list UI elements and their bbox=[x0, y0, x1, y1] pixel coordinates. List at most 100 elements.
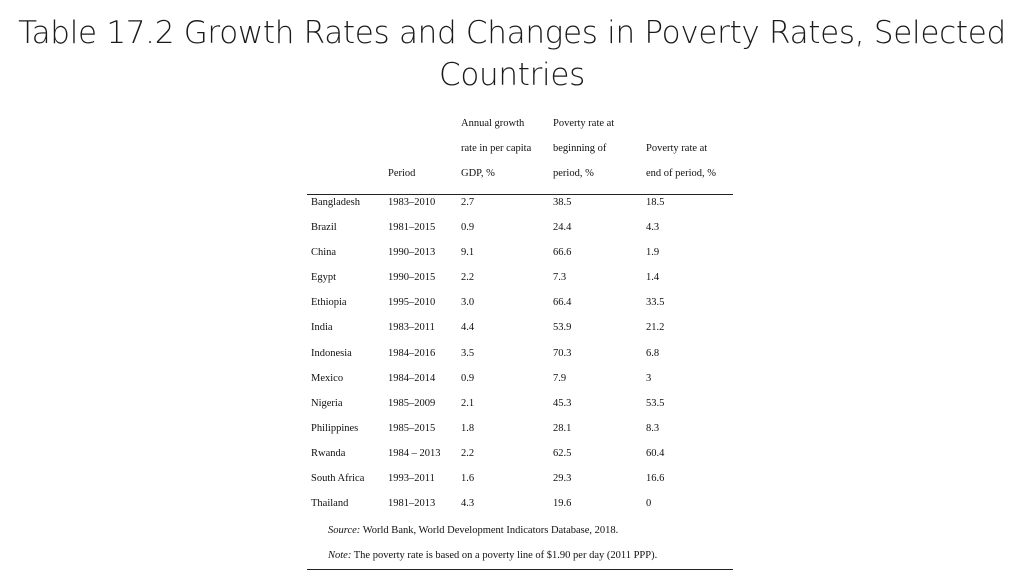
cell-end-rate: 21.2 bbox=[646, 322, 665, 334]
table-row: Nigeria 1985–2009 2.1 45.3 53.5 bbox=[307, 396, 733, 421]
cell-growth: 1.6 bbox=[461, 473, 475, 485]
cell-period: 1984–2014 bbox=[388, 372, 436, 384]
table-row: Ethiopia 1995–2010 3.0 66.4 33.5 bbox=[307, 295, 733, 320]
cell-growth: 1.8 bbox=[461, 422, 475, 434]
cell-growth: 0.9 bbox=[461, 372, 475, 384]
cell-country: India bbox=[311, 322, 333, 334]
cell-period: 1995–2010 bbox=[388, 297, 436, 309]
cell-period: 1981–2015 bbox=[388, 222, 436, 234]
note-text: The poverty rate is based on a poverty l… bbox=[351, 550, 658, 562]
cell-begin-rate: 70.3 bbox=[553, 347, 572, 359]
cell-begin-rate: 62.5 bbox=[553, 447, 572, 459]
cell-begin-rate: 45.3 bbox=[553, 397, 572, 409]
cell-end-rate: 0 bbox=[646, 498, 652, 510]
cell-growth: 0.9 bbox=[461, 222, 475, 234]
cell-country: Indonesia bbox=[311, 347, 352, 359]
cell-begin-rate: 38.5 bbox=[553, 197, 572, 208]
cell-begin-rate: 66.4 bbox=[553, 297, 572, 309]
source-note: Source: World Bank, World Development In… bbox=[328, 525, 618, 536]
table-row: Thailand 1981–2013 4.3 19.6 0 bbox=[307, 496, 733, 521]
cell-end-rate: 1.4 bbox=[646, 272, 660, 284]
cell-country: Philippines bbox=[311, 422, 359, 434]
table-row: Mexico 1984–2014 0.9 7.9 3 bbox=[307, 371, 733, 396]
table-row: South Africa 1993–2011 1.6 29.3 16.6 bbox=[307, 471, 733, 496]
cell-country: Nigeria bbox=[311, 397, 343, 409]
slide-title: Table 17.2 Growth Rates and Changes in P… bbox=[0, 12, 1024, 96]
cell-begin-rate: 24.4 bbox=[553, 222, 572, 234]
cell-growth: 2.7 bbox=[461, 197, 475, 208]
table-row: Philippines 1985–2015 1.8 28.1 8.3 bbox=[307, 421, 733, 446]
bottom-rule bbox=[307, 569, 733, 570]
cell-country: Bangladesh bbox=[311, 197, 360, 208]
slide-title-line-2: Countries bbox=[439, 57, 585, 93]
cell-country: Mexico bbox=[311, 372, 344, 384]
cell-growth: 2.2 bbox=[461, 272, 475, 284]
cell-growth: 3.5 bbox=[461, 347, 475, 359]
table-row: Egypt 1990–2015 2.2 7.3 1.4 bbox=[307, 270, 733, 295]
header-growth-line-1: Annual growth bbox=[461, 118, 525, 129]
cell-growth: 4.3 bbox=[461, 498, 475, 510]
header-growth-line-3: GDP, % bbox=[461, 168, 495, 179]
cell-country: Brazil bbox=[311, 222, 337, 234]
header-begin-line-1: Poverty rate at bbox=[553, 118, 615, 129]
cell-growth: 2.1 bbox=[461, 397, 475, 409]
header-end-line-1: Poverty rate at bbox=[646, 143, 708, 154]
source-text: World Bank, World Development Indicators… bbox=[360, 525, 619, 537]
table-row: Brazil 1981–2015 0.9 24.4 4.3 bbox=[307, 220, 733, 245]
cell-period: 1984 – 2013 bbox=[388, 447, 441, 459]
cell-country: Rwanda bbox=[311, 447, 346, 459]
cell-country: Ethiopia bbox=[311, 297, 347, 309]
cell-country: Thailand bbox=[311, 498, 349, 510]
table-row: Bangladesh 1983–2010 2.7 38.5 18.5 bbox=[307, 195, 733, 220]
table-header: Period Annual growth rate in per capita … bbox=[307, 112, 733, 194]
cell-growth: 3.0 bbox=[461, 297, 475, 309]
source-label: Source: bbox=[328, 525, 361, 537]
cell-begin-rate: 7.3 bbox=[553, 272, 567, 284]
cell-country: Egypt bbox=[311, 272, 337, 284]
cell-begin-rate: 66.6 bbox=[553, 247, 572, 259]
cell-growth: 2.2 bbox=[461, 447, 475, 459]
table-body: Bangladesh 1983–2010 2.7 38.5 18.5 Brazil 1981… bbox=[307, 195, 733, 521]
cell-growth: 9.1 bbox=[461, 247, 475, 259]
cell-country: South Africa bbox=[311, 473, 365, 485]
cell-end-rate: 4.3 bbox=[646, 222, 660, 234]
header-rule bbox=[307, 194, 733, 195]
cell-period: 1990–2013 bbox=[388, 247, 436, 259]
header-begin-line-3: period, % bbox=[553, 168, 594, 179]
cell-end-rate: 8.3 bbox=[646, 422, 660, 434]
cell-begin-rate: 29.3 bbox=[553, 473, 572, 485]
cell-period: 1983–2010 bbox=[388, 197, 436, 208]
cell-period: 1981–2013 bbox=[388, 498, 436, 510]
cell-period: 1983–2011 bbox=[388, 322, 435, 334]
header-begin-line-2: beginning of bbox=[553, 143, 607, 154]
cell-end-rate: 33.5 bbox=[646, 297, 665, 309]
cell-begin-rate: 53.9 bbox=[553, 322, 572, 334]
header-end-line-2: end of period, % bbox=[646, 168, 716, 179]
cell-begin-rate: 7.9 bbox=[553, 372, 567, 384]
cell-period: 1984–2016 bbox=[388, 347, 436, 359]
cell-end-rate: 18.5 bbox=[646, 197, 665, 208]
table-row: Indonesia 1984–2016 3.5 70.3 6.8 bbox=[307, 346, 733, 371]
note-label: Note: bbox=[328, 550, 352, 562]
cell-period: 1985–2015 bbox=[388, 422, 436, 434]
table-row: China 1990–2013 9.1 66.6 1.9 bbox=[307, 245, 733, 270]
cell-country: China bbox=[311, 247, 337, 259]
cell-end-rate: 16.6 bbox=[646, 473, 665, 485]
poverty-line-note: Note: The poverty rate is based on a pov… bbox=[328, 550, 657, 561]
cell-period: 1993–2011 bbox=[388, 473, 435, 485]
cell-begin-rate: 28.1 bbox=[553, 422, 572, 434]
header-growth-line-2: rate in per capita bbox=[461, 143, 532, 154]
cell-end-rate: 1.9 bbox=[646, 247, 660, 259]
cell-end-rate: 60.4 bbox=[646, 447, 665, 459]
cell-end-rate: 53.5 bbox=[646, 397, 665, 409]
cell-period: 1990–2015 bbox=[388, 272, 436, 284]
slide-title-line-1: Table 17.2 Growth Rates and Changes in P… bbox=[18, 15, 1006, 51]
cell-end-rate: 3 bbox=[646, 372, 652, 384]
cell-begin-rate: 19.6 bbox=[553, 498, 572, 510]
header-period-label: Period bbox=[388, 168, 416, 179]
table-notes: Source: World Bank, World Development In… bbox=[307, 521, 733, 577]
cell-end-rate: 6.8 bbox=[646, 347, 660, 359]
table-row: Rwanda 1984 – 2013 2.2 62.5 60.4 bbox=[307, 446, 733, 471]
table-row: India 1983–2011 4.4 53.9 21.2 bbox=[307, 320, 733, 345]
poverty-table: Period Annual growth rate in per capita … bbox=[307, 112, 733, 577]
